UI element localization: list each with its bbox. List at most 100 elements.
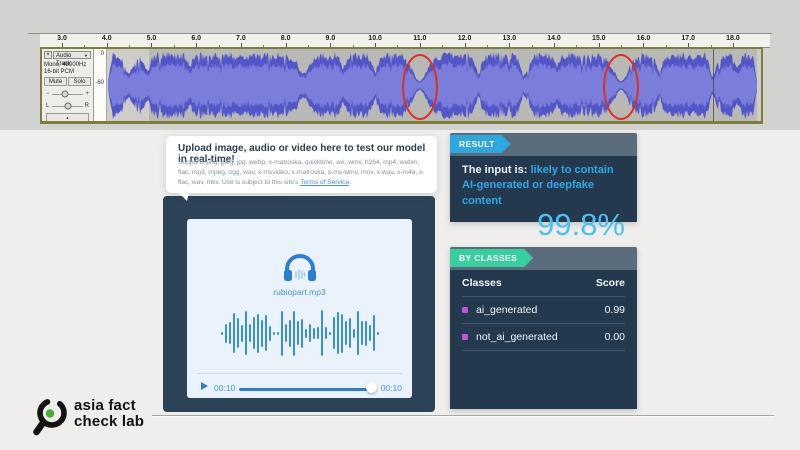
timeline-tick <box>151 43 153 47</box>
by-classes-header: BY CLASSES <box>450 247 637 270</box>
timeline-tick <box>598 43 600 47</box>
player-waveform-bar <box>308 324 311 342</box>
timeline-minor-tick <box>352 45 354 47</box>
track-name-menu[interactable]: Audio Track ▼ <box>53 51 91 67</box>
pan-right-label: R <box>84 103 89 109</box>
timeline-minor-tick <box>710 45 712 47</box>
timeline-tick-label: 13.0 <box>502 35 517 42</box>
upload-body-text: Supports png, jpeg, jpg, webp, x-matrosk… <box>178 159 425 187</box>
timeline-tick-label: 16.0 <box>636 35 651 42</box>
timeline-minor-tick <box>397 45 399 47</box>
result-prefix: The input is: <box>462 164 531 176</box>
player-waveform-bar <box>372 315 375 351</box>
timeline-tick-label: 8.0 <box>280 35 291 42</box>
logo-line2: check lab <box>74 413 145 430</box>
track-close-button[interactable]: × <box>44 51 52 59</box>
timeline-minor-tick <box>308 45 310 47</box>
solo-button[interactable]: Solo <box>68 77 91 86</box>
timeline-tick-label: 18.0 <box>726 35 740 42</box>
timeline-ruler[interactable]: 3.0 4.0 5.0 6.0 7.0 8.0 9.0 10.0 11.0 12.0 13.0 14.… <box>40 34 770 48</box>
ai-artifact-annotation-circle <box>401 54 438 120</box>
player-waveform-bar <box>360 321 363 345</box>
timeline-tick-label: 3.0 <box>57 35 67 42</box>
player-waveform-bar <box>296 321 299 345</box>
timeline-tick-label: 4.0 <box>101 35 112 42</box>
timeline-minor-tick <box>129 45 131 47</box>
audio-filename: rubiopart.mp3 <box>273 287 326 297</box>
upload-title: Upload image, audio or video here to tes… <box>178 143 426 165</box>
gain-slider-knob[interactable] <box>61 90 69 98</box>
timeline-minor-tick <box>263 45 265 47</box>
by-classes-panel: BY CLASSES Classes Score ai_generated 0.9… <box>450 247 637 409</box>
timeline-tick-label: 6.0 <box>191 35 202 42</box>
timeline-tick <box>196 43 198 47</box>
class-score: 0.00 <box>604 331 625 343</box>
class-color-bullet <box>462 307 468 313</box>
ai-artifact-annotation-circle <box>603 54 640 120</box>
timeline-tick <box>285 43 287 47</box>
player-waveform-bar <box>292 310 295 356</box>
timeline-minor-tick <box>531 45 533 47</box>
pan-slider-knob[interactable] <box>64 102 71 110</box>
player-waveform-bar <box>320 310 323 356</box>
track-name-label: Audio Track <box>56 53 72 67</box>
upload-body-period: . <box>349 179 351 187</box>
player-waveform-bar <box>240 324 243 342</box>
timeline-tick <box>62 43 63 47</box>
terms-of-service-link[interactable]: Terms of Service <box>300 179 350 187</box>
player-waveform-bar <box>340 313 343 353</box>
player-waveform-bar <box>312 327 315 339</box>
player-waveform-bar <box>260 319 263 347</box>
player-waveform-bar <box>336 312 339 354</box>
class-label: ai_generated <box>476 304 538 316</box>
timeline-tick-label: 17.0 <box>681 35 696 42</box>
result-score: 99.8% <box>537 207 625 243</box>
gain-slider[interactable]: − + <box>44 89 91 99</box>
headphones-icon <box>283 254 316 281</box>
player-waveform-bars <box>207 307 392 359</box>
track-info-rate: Mono, 48000Hz <box>44 62 87 68</box>
class-score: 0.99 <box>604 304 625 316</box>
timeline-tick <box>375 43 377 47</box>
result-panel: RESULT The input is: likely to contain A… <box>450 133 637 240</box>
playhead-cursor <box>713 49 714 121</box>
timeline-tick-label: 11.0 <box>413 35 427 42</box>
seek-bar[interactable] <box>239 388 372 391</box>
gain-max-label: + <box>85 91 89 97</box>
result-header: RESULT <box>450 133 637 156</box>
logo-line1: asia fact <box>74 397 136 414</box>
magnifier-logo-icon <box>33 398 67 436</box>
player-waveform-bar <box>220 331 223 335</box>
player-waveform-bar <box>376 331 379 335</box>
timeline-minor-tick <box>218 45 220 47</box>
timeline-tick <box>419 43 421 47</box>
track-menu-caret-icon: ▼ <box>84 53 88 58</box>
vertical-scale-ruler: 0 -60 <box>94 49 107 121</box>
timeline-tick-label: 10.0 <box>368 35 382 42</box>
mute-button[interactable]: Mute <box>44 77 67 86</box>
player-waveform-bar <box>228 322 231 344</box>
player-waveform-bar <box>344 321 347 345</box>
upload-bubble-tail <box>178 192 189 201</box>
timeline-tick <box>106 43 108 47</box>
pan-left-label: L <box>46 103 50 109</box>
player-waveform-bar <box>236 318 239 348</box>
timeline-tick-label: 5.0 <box>146 35 157 42</box>
result-highlight: likely to contain AI-generated or deepfa… <box>462 164 614 207</box>
player-waveform-bar <box>332 317 335 349</box>
play-button[interactable] <box>201 382 208 390</box>
audacity-window-top-edge <box>28 33 772 34</box>
player-waveform-bar <box>304 328 307 338</box>
pan-slider[interactable]: L R <box>44 101 91 111</box>
upload-supported-formats: Supports png, jpeg, jpg, webp, x-matrosk… <box>178 158 427 189</box>
classes-table: Classes Score ai_generated 0.99 not_ai_gen… <box>450 270 637 409</box>
upload-instructions-panel: Upload image, audio or video here to tes… <box>166 136 437 193</box>
timeline-tick-label: 7.0 <box>236 35 246 42</box>
audio-player-inner: rubiopart.mp3 00:10 00:10 <box>187 219 412 398</box>
seek-knob[interactable] <box>366 382 377 393</box>
timeline-tick <box>554 43 556 47</box>
timeline-tick <box>509 43 511 47</box>
timeline-tick-label: 15.0 <box>591 35 606 42</box>
track-info-format: 16-bit PCM <box>44 69 75 75</box>
